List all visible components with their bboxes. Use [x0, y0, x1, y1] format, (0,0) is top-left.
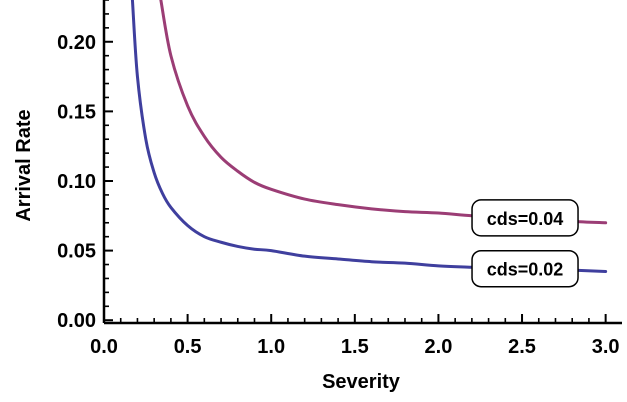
x-tick-label: 0.5: [174, 336, 202, 358]
series-label-1: cds=0.02: [471, 249, 579, 288]
y-tick-label: 0.00: [57, 310, 96, 332]
x-tick-label: 1.0: [257, 336, 285, 358]
x-tick-label: 3.0: [592, 336, 620, 358]
y-tick-label: 0.15: [57, 101, 96, 123]
plot-area: cds=0.04 cds=0.02: [130, 0, 608, 288]
y-tick-label: 0.20: [57, 32, 96, 54]
y-axis-title: Arrival Rate: [13, 109, 35, 221]
y-axis: 0.00 0.05 0.10 0.15 0.20: [57, 0, 113, 332]
series-label-text: cds=0.04: [487, 209, 564, 229]
annotation-layer: cds=0.04 cds=0.02: [471, 199, 579, 288]
x-tick-label: 2.5: [508, 336, 536, 358]
series-line-0: [159, 0, 608, 225]
series-label-box: [471, 249, 579, 288]
x-tick-label: 2.0: [425, 336, 453, 358]
x-axis-title: Severity: [322, 371, 401, 393]
x-tick-label: 1.5: [341, 336, 369, 358]
x-axis: 0.0 0.5 1.0 1.5 2.0 2.5 3.0: [90, 314, 622, 358]
y-ticks: 0.00 0.05 0.10 0.15 0.20: [57, 0, 113, 332]
x-tick-label: 0.0: [90, 336, 118, 358]
series-label-0: cds=0.04: [471, 199, 579, 237]
series-label-text: cds=0.02: [487, 260, 564, 280]
x-ticks: 0.0 0.5 1.0 1.5 2.0 2.5 3.0: [90, 314, 620, 358]
y-tick-label: 0.10: [57, 171, 96, 193]
series-label-box: [471, 199, 579, 237]
y-tick-label: 0.05: [57, 241, 96, 263]
